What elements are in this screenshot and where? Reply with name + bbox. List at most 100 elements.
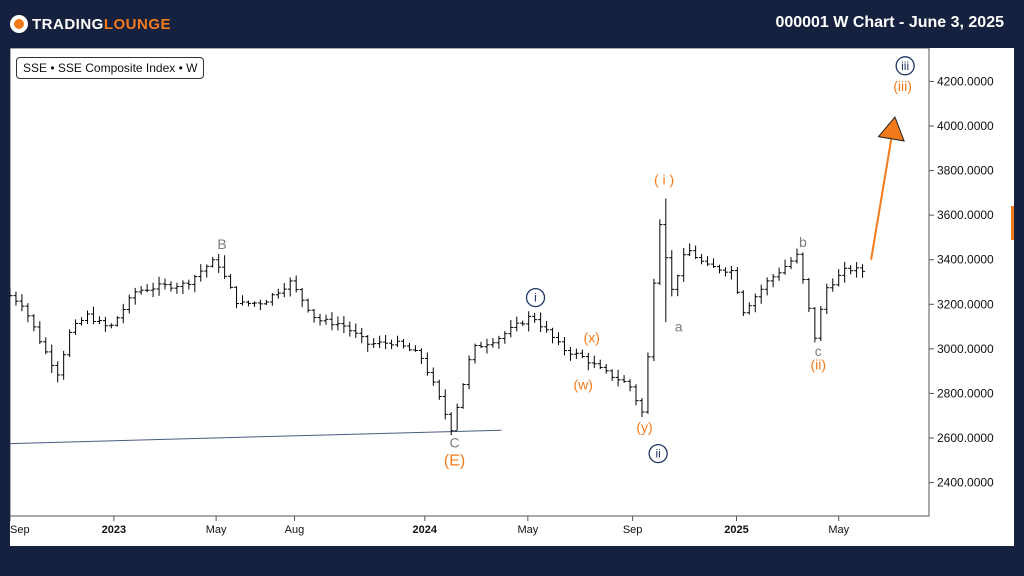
ohlc-bar — [347, 321, 353, 337]
y-axis: 2400.0000 2600.0000 2800.0000 3000.0000 3200… — [929, 74, 1014, 490]
ohlc-bar — [25, 303, 31, 323]
ohlc-bar — [818, 306, 824, 342]
ohlc-bar — [520, 320, 526, 326]
ohlc-bar — [472, 343, 478, 364]
y-tick-label: 3600.0000 — [937, 208, 994, 222]
wave-label: (x) — [584, 330, 600, 346]
ohlc-bar — [532, 312, 538, 323]
ohlc-bar — [7, 288, 13, 298]
ohlc-bar — [245, 300, 251, 307]
ohlc-bar — [478, 341, 484, 349]
projection-arrow-head — [877, 116, 905, 142]
wave-label: (y) — [636, 419, 652, 435]
ohlc-bar — [251, 301, 257, 307]
ohlc-bar — [716, 264, 722, 274]
ohlc-bar — [263, 299, 269, 305]
ohlc-bar — [90, 306, 96, 325]
logo-text: TRADINGLOUNGE — [32, 16, 171, 33]
ohlc-bar — [669, 250, 675, 297]
ohlc-bar — [430, 367, 436, 386]
ohlc-bar — [651, 278, 657, 362]
ohlc-bar — [406, 342, 412, 352]
ohlc-bar — [13, 291, 19, 306]
ohlc-bar — [752, 293, 758, 313]
wave-label-circle — [648, 443, 668, 464]
ohlc-bar — [436, 379, 442, 400]
ohlc-bar — [150, 282, 156, 298]
ohlc-bar — [842, 261, 848, 283]
ohlc-bar — [269, 293, 275, 306]
ohlc-bar — [198, 264, 204, 282]
ohlc-bar — [836, 269, 842, 287]
header-bar: TRADINGLOUNGE 000001 W Chart - June 3, 2… — [0, 0, 1024, 48]
y-tick-label: 2600.0000 — [937, 431, 994, 445]
ohlc-bar — [79, 317, 85, 326]
projection-arrow-layer — [870, 116, 905, 260]
ohlc-bar — [550, 327, 556, 344]
ohlc-bar — [764, 277, 770, 296]
wave-label-circle — [525, 287, 546, 308]
ohlc-bar — [830, 278, 836, 292]
x-tick-label: Aug — [285, 524, 305, 536]
ohlc-bar — [621, 375, 627, 383]
ohlc-bar — [591, 355, 597, 368]
wave-labels: B C (E) i (x) (w) (y)ii ( i ) a b c(ii) (iii) iii — [217, 56, 915, 469]
ohlc-bar — [770, 274, 776, 288]
ohlc-bar — [132, 287, 138, 305]
ohlc-bar — [502, 330, 508, 344]
ohlc-bar — [794, 248, 800, 264]
ohlc-bar — [168, 281, 174, 292]
price-marker — [1011, 206, 1014, 240]
ohlc-bar — [675, 274, 681, 297]
ohlc-bar — [371, 338, 377, 348]
ohlc-bar — [567, 346, 573, 361]
ohlc-bar — [395, 335, 401, 348]
ohlc-bar — [466, 355, 472, 390]
ohlc-bar — [180, 280, 186, 295]
ohlc-bar — [561, 336, 567, 356]
ohlc-bar — [37, 321, 43, 344]
ohlc-bar — [389, 339, 395, 350]
ohlc-bar — [412, 345, 418, 352]
y-tick-label: 3800.0000 — [937, 164, 994, 178]
logo-text-accent: LOUNGE — [103, 15, 171, 33]
wave-label: ( i ) — [654, 171, 674, 187]
ohlc-bar — [359, 327, 365, 344]
ohlc-bar — [144, 284, 150, 293]
symbol-legend[interactable]: SSE • SSE Composite Index • W — [16, 57, 205, 79]
x-tick-label: 2024 — [413, 524, 438, 536]
ohlc-bar — [603, 363, 609, 374]
wave-label: i — [534, 291, 537, 305]
wave-label: C — [450, 434, 460, 450]
x-tick-label: 2023 — [102, 524, 126, 536]
ohlc-bar — [854, 262, 860, 278]
ohlc-bar — [776, 267, 782, 281]
ohlc-bar — [424, 352, 430, 376]
ohlc-bar — [442, 389, 448, 420]
x-tick-label: May — [828, 524, 849, 536]
y-tick-label: 2800.0000 — [937, 386, 994, 400]
ohlc-bar — [657, 219, 663, 285]
tradinglounge-logo[interactable]: TRADINGLOUNGE — [10, 13, 171, 35]
ohlc-bar — [484, 338, 490, 354]
chart-area[interactable]: B C (E) i (x) (w) (y) ii ( i ) a b c (ii) (iii) iii 24… — [7, 47, 1014, 546]
ohlc-bar — [633, 384, 639, 406]
ohlc-bar — [448, 412, 454, 436]
ohlc-bar — [162, 278, 168, 290]
ohlc-bar — [67, 329, 73, 358]
ohlc-bar — [645, 352, 651, 414]
ohlc-bar — [740, 290, 746, 317]
plot-border — [9, 47, 930, 517]
ohlc-bar — [496, 335, 502, 349]
support-trendline — [9, 429, 502, 445]
ohlc-bar — [329, 312, 335, 331]
ohlc-bar — [418, 348, 424, 364]
ohlc-bar — [31, 314, 37, 332]
ohlc-bar — [311, 308, 317, 323]
ohlc-bar — [240, 295, 246, 306]
ohlc-bar — [234, 286, 240, 309]
price-chart[interactable]: B C (E) i (x) (w) (y)ii ( i ) a b c(ii) (iii) iii 24… — [7, 47, 1014, 546]
ohlc-bar — [281, 282, 287, 298]
ohlc-bar — [55, 361, 61, 383]
trendline-layer — [9, 429, 502, 445]
